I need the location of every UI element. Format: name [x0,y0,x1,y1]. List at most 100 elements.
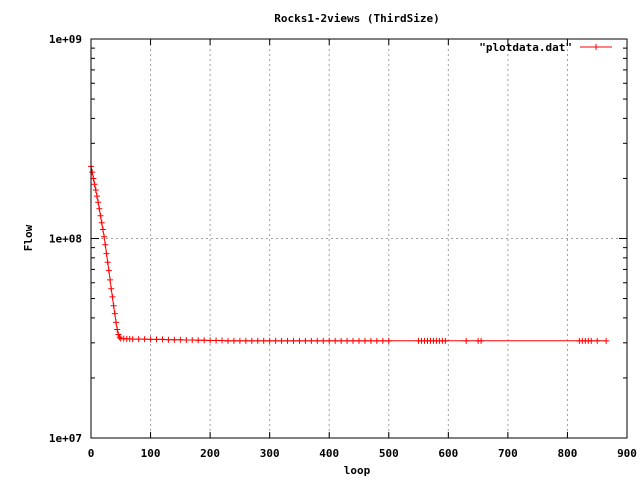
data-point-marker [89,169,96,176]
x-tick-label: 100 [141,447,161,460]
y-axis-label: Flow [22,224,35,251]
data-point-marker [332,337,339,344]
x-tick-label: 900 [617,447,637,460]
data-point-marker [224,337,231,344]
data-point-marker [603,337,610,344]
data-point-marker [183,336,190,343]
data-point-marker [96,205,103,212]
legend-label: "plotdata.dat" [479,41,572,54]
data-point-marker [91,181,98,188]
x-tick-label: 400 [319,447,339,460]
data-point-marker [442,337,449,344]
data-point-marker [338,337,345,344]
chart-title: Rocks1-2views (ThirdSize) [274,12,440,25]
data-point-marker [171,336,178,343]
data-point-marker [594,337,601,344]
data-point-marker [326,337,333,344]
y-tick-label: 1e+07 [49,432,82,445]
x-tick-labels: 0 100 200 300 400 500 600 700 800 900 [88,447,637,460]
data-point-marker [110,302,117,309]
data-point-marker [129,336,136,343]
data-point-marker [99,226,106,233]
x-tick-label: 500 [379,447,399,460]
data-point-marker [105,267,112,274]
plot-frame [90,38,628,439]
data-point-marker [296,337,303,344]
legend-marker [593,44,599,50]
y-tick-label: 1e+08 [49,233,82,246]
data-point-marker [367,337,374,344]
data-point-marker [116,334,123,341]
data-point-marker [219,337,226,344]
y-tick-label: 1e+09 [49,33,82,46]
data-point-marker [159,336,166,343]
data-point-marker [588,337,595,344]
data-point-marker [356,337,362,344]
data-point-marker [320,337,327,344]
x-tick-label: 300 [260,447,280,460]
data-point-marker [141,336,148,343]
x-tick-label: 0 [88,447,95,460]
data-point-marker [103,250,110,257]
x-tick-label: 700 [498,447,518,460]
data-point-marker [254,337,261,344]
x-tick-label: 200 [200,447,220,460]
data-point-marker [97,212,104,219]
data-point-marker [165,336,172,343]
data-point-marker [385,337,392,344]
data-point-marker [111,310,118,317]
data-point-marker [260,337,267,344]
x-axis-label: loop [344,464,371,477]
data-point-marker [113,319,120,326]
data-point-marker [135,336,142,343]
data-point-marker [344,337,351,344]
data-point-marker [302,337,309,344]
data-point-marker [478,337,485,344]
data-point-marker [361,337,368,344]
data-point-marker [236,337,243,344]
x-tick-label: 600 [438,447,458,460]
data-point-marker [248,337,255,344]
data-point-marker [102,241,109,248]
data-point-marker [290,337,297,344]
data-point-marker [242,337,249,344]
data-point-marker [284,337,291,344]
legend: "plotdata.dat" [479,41,612,54]
data-point-marker [207,337,214,344]
data-point-marker [114,326,121,333]
data-point-marker [213,337,220,344]
data-point-marker [95,199,102,206]
data-point-marker [278,337,285,344]
data-point-marker [189,336,196,343]
data-point-marker [92,187,99,194]
data-point-marker [230,337,237,344]
data-point-marker [107,276,114,283]
data-point-marker [201,337,208,344]
data-point-marker [108,285,115,292]
data-point-marker [314,337,321,344]
data-point-marker [272,337,279,344]
data-point-marker [308,337,315,344]
data-point-marker [266,337,273,344]
grid-lines [91,39,627,438]
x-tick-label: 800 [558,447,578,460]
data-point-marker [350,337,357,344]
data-point-marker [101,233,108,240]
data-point-marker [109,293,116,300]
data-point-marker [153,336,160,343]
data-point-marker [463,337,470,344]
data-point-marker [177,336,184,343]
data-point-marker [98,219,105,226]
data-point-marker [93,193,100,200]
data-point-marker [104,259,111,266]
data-point-marker [147,336,154,343]
data-point-marker [379,337,386,344]
data-point-marker [115,331,122,338]
data-point-marker [195,337,202,344]
data-series [88,163,610,344]
data-point-marker [373,337,380,344]
y-tick-labels: 1e+07 1e+08 1e+09 [49,33,82,445]
